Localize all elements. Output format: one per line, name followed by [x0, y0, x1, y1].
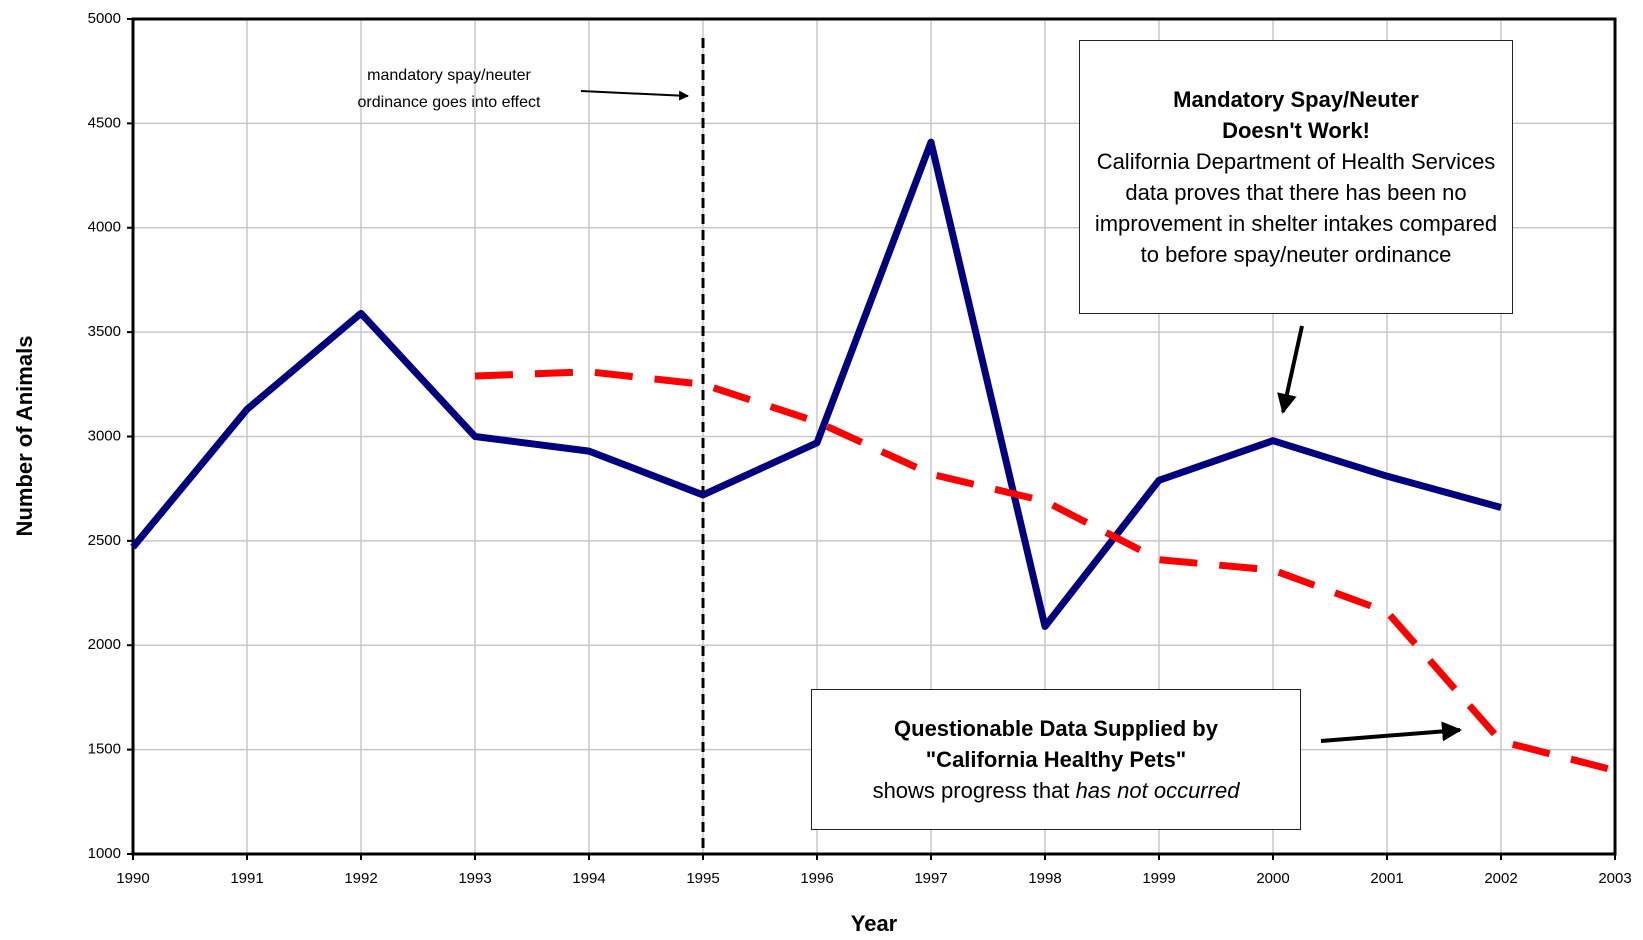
x-tick-label: 1990 — [116, 870, 149, 887]
y-axis-title: Number of Animals — [12, 336, 37, 537]
arrow — [580, 90, 689, 101]
x-tick-label: 1994 — [572, 870, 605, 887]
callout-text-line: shows progress that has not occurred — [842, 775, 1270, 806]
callout-box: Mandatory Spay/Neuter Doesn't Work! Cali… — [1079, 40, 1513, 314]
x-tick-label: 1999 — [1142, 870, 1175, 887]
y-tick-label: 5000 — [88, 10, 121, 27]
callout-title: Questionable Data Supplied by "Californi… — [894, 716, 1218, 772]
x-tick-label: 2001 — [1370, 870, 1403, 887]
y-tick-label: 3500 — [88, 323, 121, 340]
x-tick-label: 1995 — [686, 870, 719, 887]
x-tick-label: 1992 — [344, 870, 377, 887]
y-tick-label: 1000 — [88, 845, 121, 862]
annotation: mandatory spay/neuter ordinance goes int… — [357, 67, 541, 111]
y-tick-label: 4000 — [88, 219, 121, 236]
arrow — [1277, 325, 1304, 414]
x-tick-label: 1993 — [458, 870, 491, 887]
x-tick-label: 2002 — [1484, 870, 1517, 887]
x-tick-label: 2003 — [1598, 870, 1631, 887]
plot-frame — [131, 17, 1617, 856]
y-tick-label: 2500 — [88, 532, 121, 549]
callout-text: California Department of Health Services… — [1094, 149, 1498, 267]
series-line — [130, 138, 1502, 630]
x-tick-label: 1996 — [800, 870, 833, 887]
callout-title: Mandatory Spay/Neuter Doesn't Work! — [1173, 87, 1419, 143]
y-tick-label: 4500 — [88, 114, 121, 131]
x-tick-label: 2000 — [1256, 870, 1289, 887]
y-tick-label: 3000 — [88, 427, 121, 444]
y-tick-label: 1500 — [88, 741, 121, 758]
x-tick-label: 1998 — [1028, 870, 1061, 887]
arrow — [1320, 721, 1462, 743]
callout-emphasis: has not occurred — [1075, 778, 1240, 803]
callout-box: Questionable Data Supplied by "Californi… — [811, 689, 1301, 830]
y-tick-label: 2000 — [88, 636, 121, 653]
x-tick-label: 1997 — [914, 870, 947, 887]
x-axis-title: Year — [851, 911, 898, 936]
x-tick-label: 1991 — [230, 870, 263, 887]
series-line — [474, 368, 1616, 774]
callout-text: shows progress that — [872, 778, 1070, 803]
